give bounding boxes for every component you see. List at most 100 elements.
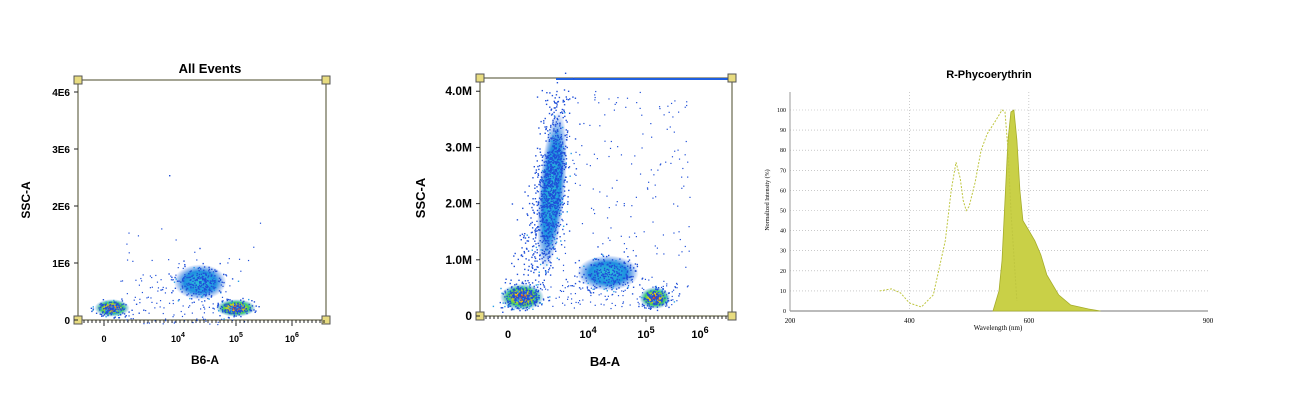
data-point — [558, 149, 560, 152]
data-point — [531, 267, 534, 270]
data-point — [526, 302, 528, 304]
data-point — [612, 293, 614, 296]
data-point — [522, 299, 524, 301]
data-point — [550, 183, 552, 186]
data-point — [507, 288, 509, 291]
data-point — [509, 290, 511, 292]
data-point — [231, 306, 233, 309]
data-point — [560, 202, 562, 204]
data-point — [196, 278, 198, 281]
data-point — [178, 263, 180, 265]
data-point — [504, 292, 507, 294]
data-point — [520, 306, 522, 308]
data-point — [541, 257, 543, 260]
data-point — [541, 252, 543, 254]
gate-handle[interactable] — [321, 315, 331, 325]
data-point — [610, 140, 612, 143]
data-point — [159, 300, 162, 302]
data-point — [552, 182, 554, 184]
data-point — [613, 270, 616, 273]
data-point — [553, 161, 555, 163]
data-point — [242, 297, 244, 300]
data-point — [204, 288, 207, 290]
data-point — [541, 156, 544, 158]
data-point — [608, 268, 610, 270]
data-point — [221, 318, 223, 320]
data-point — [545, 240, 547, 242]
data-point — [181, 285, 184, 287]
data-point — [658, 106, 661, 108]
data-point — [165, 287, 167, 289]
data-point — [662, 303, 664, 305]
data-point — [549, 207, 551, 209]
data-point — [616, 179, 618, 182]
data-point — [113, 310, 115, 313]
data-point — [172, 279, 174, 281]
data-point — [562, 161, 564, 163]
data-point — [545, 185, 547, 187]
data-point — [566, 298, 569, 300]
data-point — [538, 212, 540, 214]
data-point — [600, 265, 602, 267]
data-point — [534, 297, 537, 299]
data-point — [554, 181, 556, 183]
data-point — [563, 202, 565, 205]
data-point — [550, 219, 553, 222]
data-point — [531, 294, 533, 296]
gate-handle[interactable] — [73, 75, 83, 85]
data-point — [552, 123, 554, 125]
data-point — [558, 156, 560, 159]
data-point — [530, 304, 532, 306]
data-point — [668, 292, 670, 294]
data-point — [558, 180, 560, 182]
data-point — [588, 289, 590, 292]
chart2: 01.0M2.0M3.0M4.0M 0 104 105 106 B4-A SSC-A — [413, 72, 737, 369]
data-point — [234, 304, 237, 306]
data-point — [509, 299, 511, 301]
data-point — [560, 176, 562, 178]
data-point — [549, 213, 551, 215]
data-point — [635, 270, 637, 272]
gate-handle[interactable] — [475, 73, 485, 83]
data-point — [683, 185, 685, 187]
data-point — [246, 312, 248, 315]
data-point — [559, 174, 561, 176]
data-point — [678, 254, 680, 256]
data-point — [210, 283, 212, 285]
data-point — [537, 226, 540, 228]
data-point — [514, 301, 517, 303]
data-point — [667, 297, 669, 300]
data-point — [212, 279, 214, 281]
data-point — [531, 266, 533, 268]
data-point — [204, 318, 206, 320]
data-point — [534, 231, 536, 233]
data-point — [605, 299, 607, 301]
data-point — [657, 294, 660, 296]
gate-handle[interactable] — [727, 73, 737, 83]
data-point — [558, 162, 561, 164]
data-point — [542, 181, 544, 183]
data-point — [566, 211, 568, 213]
data-point — [531, 206, 533, 209]
data-point — [548, 227, 550, 229]
data-point — [629, 267, 631, 269]
data-point — [528, 265, 530, 268]
data-point — [536, 251, 538, 254]
data-point — [516, 273, 519, 276]
data-point — [553, 198, 555, 201]
data-point — [538, 215, 541, 217]
data-point — [654, 184, 656, 186]
data-point — [674, 286, 676, 288]
chart3-x-tick-label: 600 — [1024, 317, 1035, 325]
data-point — [102, 310, 104, 313]
data-point — [652, 303, 654, 305]
data-point — [204, 292, 207, 295]
gate-handle[interactable] — [321, 75, 331, 85]
data-point — [534, 224, 536, 226]
gate-handle[interactable] — [727, 311, 737, 321]
data-point — [175, 274, 177, 276]
data-point — [172, 316, 174, 318]
data-point — [564, 246, 566, 248]
data-point — [224, 305, 226, 307]
